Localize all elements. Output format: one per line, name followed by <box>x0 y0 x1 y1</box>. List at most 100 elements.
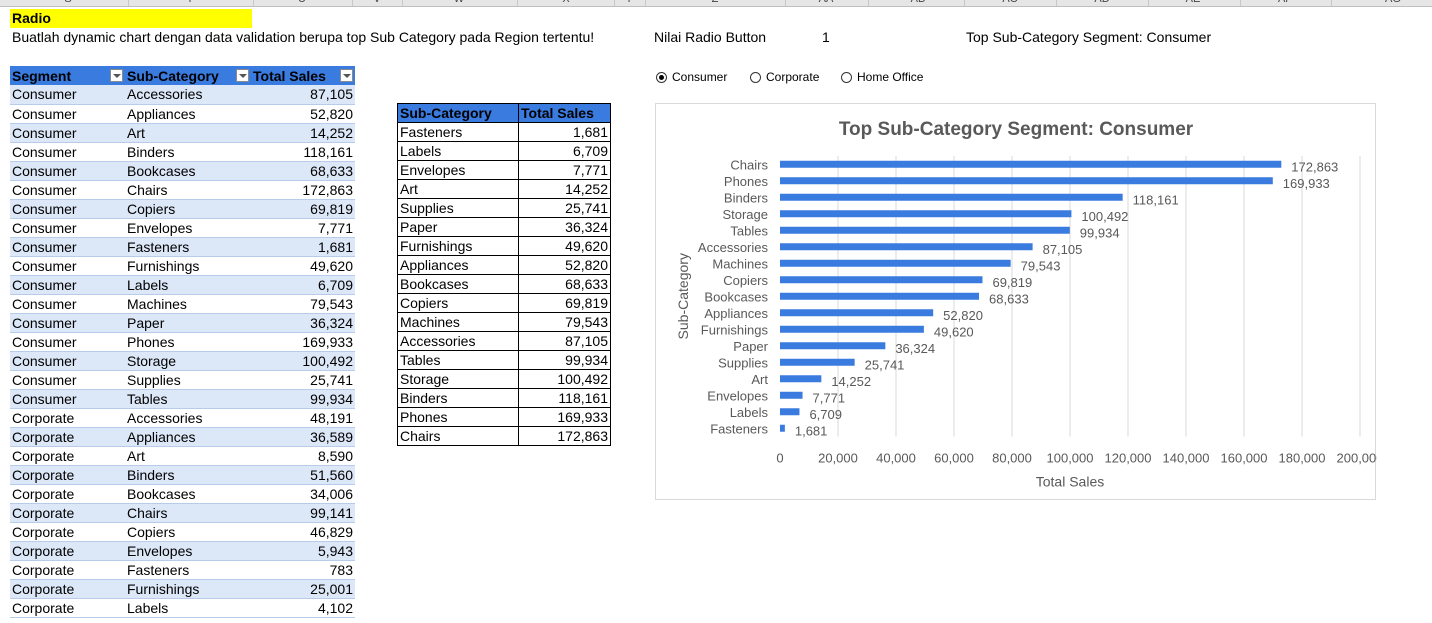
sub-category-cell[interactable]: Binders <box>125 465 251 485</box>
segment-cell[interactable]: Consumer <box>10 389 125 409</box>
total-sales-cell[interactable]: 48,191 <box>251 408 355 428</box>
total-sales-cell[interactable]: 100,492 <box>251 351 355 371</box>
segment-cell[interactable]: Consumer <box>10 332 125 352</box>
total-sales-cell[interactable]: 79,543 <box>518 312 611 332</box>
radio-corporate[interactable]: Corporate <box>750 69 819 85</box>
total-sales-cell[interactable]: 14,252 <box>518 179 611 199</box>
column-letter[interactable]: AG <box>1385 0 1401 5</box>
segment-cell[interactable]: Consumer <box>10 370 125 390</box>
segment-cell[interactable]: Consumer <box>10 123 125 143</box>
sub-category-cell[interactable]: Accessories <box>125 408 251 428</box>
total-sales-cell[interactable]: 49,620 <box>518 236 611 256</box>
segment-cell[interactable]: Consumer <box>10 104 125 124</box>
total-sales-cell[interactable]: 1,681 <box>518 122 611 142</box>
segment-cell[interactable]: Corporate <box>10 484 125 504</box>
sub-category-cell[interactable]: Paper <box>125 313 251 333</box>
total-sales-cell[interactable]: 25,001 <box>251 579 355 599</box>
total-sales-cell[interactable]: 6,709 <box>251 275 355 295</box>
sub-category-cell[interactable]: Machines <box>397 312 519 332</box>
total-sales-cell[interactable]: 52,820 <box>251 104 355 124</box>
sub-category-cell[interactable]: Copiers <box>125 199 251 219</box>
total-sales-cell[interactable]: 36,324 <box>518 217 611 237</box>
sub-category-cell[interactable]: Fasteners <box>125 237 251 257</box>
column-letter[interactable]: W <box>454 0 464 5</box>
total-sales-cell[interactable]: 99,141 <box>251 503 355 523</box>
total-sales-cell[interactable]: 783 <box>251 560 355 580</box>
total-sales-cell[interactable]: 6,709 <box>518 141 611 161</box>
segment-cell[interactable]: Corporate <box>10 503 125 523</box>
total-sales-cell[interactable]: 52,820 <box>518 255 611 275</box>
total-sales-cell[interactable]: 7,771 <box>518 160 611 180</box>
total-sales-cell[interactable]: 36,324 <box>251 313 355 333</box>
total-sales-cell[interactable]: 49,620 <box>251 256 355 276</box>
total-sales-cell[interactable]: 118,161 <box>518 388 611 408</box>
segment-cell[interactable]: Consumer <box>10 294 125 314</box>
sub-category-cell[interactable]: Art <box>125 446 251 466</box>
segment-cell[interactable]: Consumer <box>10 256 125 276</box>
segment-cell[interactable]: Consumer <box>10 313 125 333</box>
column-letter[interactable]: AA <box>819 0 834 5</box>
sub-category-cell[interactable]: Furnishings <box>397 236 519 256</box>
sub-category-cell[interactable]: Tables <box>397 350 519 370</box>
total-sales-cell[interactable]: 14,252 <box>251 123 355 143</box>
sub-category-cell[interactable]: Labels <box>125 275 251 295</box>
segment-cell[interactable]: Corporate <box>10 522 125 542</box>
column-letter[interactable]: AC <box>1002 0 1017 5</box>
radio-consumer[interactable]: Consumer <box>656 69 727 85</box>
sub-category-cell[interactable]: Accessories <box>397 331 519 351</box>
segment-cell[interactable]: Corporate <box>10 598 125 618</box>
column-letter[interactable]: S <box>64 0 71 5</box>
column-letter[interactable]: X <box>562 0 569 5</box>
total-sales-cell[interactable]: 7,771 <box>251 218 355 238</box>
sub-category-cell[interactable]: Phones <box>125 332 251 352</box>
segment-cell[interactable]: Consumer <box>10 180 125 200</box>
total-sales-cell[interactable]: 5,943 <box>251 541 355 561</box>
sub-category-cell[interactable]: Storage <box>125 351 251 371</box>
segment-cell[interactable]: Corporate <box>10 541 125 561</box>
total-sales-cell[interactable]: 172,863 <box>251 180 355 200</box>
sub-category-cell[interactable]: Supplies <box>397 198 519 218</box>
segment-cell[interactable]: Consumer <box>10 218 125 238</box>
total-sales-cell[interactable]: 36,589 <box>251 427 355 447</box>
sub-category-cell[interactable]: Copiers <box>125 522 251 542</box>
total-sales-cell[interactable]: 100,492 <box>518 369 611 389</box>
filter-dropdown-icon[interactable] <box>110 68 123 82</box>
total-sales-cell[interactable]: 79,543 <box>251 294 355 314</box>
segment-cell[interactable]: Corporate <box>10 560 125 580</box>
filter-dropdown-icon[interactable] <box>236 68 249 82</box>
total-sales-cell[interactable]: 99,934 <box>518 350 611 370</box>
total-sales-cell[interactable]: 99,934 <box>251 389 355 409</box>
total-sales-cell[interactable]: 1,681 <box>251 237 355 257</box>
sub-category-cell[interactable]: Binders <box>397 388 519 408</box>
total-sales-cell[interactable]: 68,633 <box>518 274 611 294</box>
sub-category-cell[interactable]: Paper <box>397 217 519 237</box>
sub-category-cell[interactable]: Binders <box>125 142 251 162</box>
total-sales-cell[interactable]: 25,741 <box>518 198 611 218</box>
sub-category-cell[interactable]: Chairs <box>125 503 251 523</box>
column-letter[interactable]: Z <box>712 0 719 5</box>
segment-cell[interactable]: Corporate <box>10 579 125 599</box>
total-sales-cell[interactable]: 172,863 <box>518 426 611 446</box>
sub-category-cell[interactable]: Storage <box>397 369 519 389</box>
filter-dropdown-icon[interactable] <box>340 68 353 82</box>
sub-category-cell[interactable]: Fasteners <box>125 560 251 580</box>
sub-category-cell[interactable]: Labels <box>397 141 519 161</box>
sub-category-cell[interactable]: Labels <box>125 598 251 618</box>
total-sales-cell[interactable]: 69,819 <box>518 293 611 313</box>
segment-cell[interactable]: Consumer <box>10 142 125 162</box>
sub-category-cell[interactable]: Envelopes <box>125 541 251 561</box>
sub-category-cell[interactable]: Tables <box>125 389 251 409</box>
segment-cell[interactable]: Consumer <box>10 85 125 105</box>
sub-category-cell[interactable]: Furnishings <box>125 256 251 276</box>
total-sales-cell[interactable]: 169,933 <box>251 332 355 352</box>
segment-cell[interactable]: Corporate <box>10 465 125 485</box>
column-letter[interactable]: T <box>187 0 194 5</box>
column-letter[interactable]: AF <box>1278 0 1292 5</box>
column-letter[interactable]: V <box>373 0 380 5</box>
total-sales-cell[interactable]: 25,741 <box>251 370 355 390</box>
radio-home-office[interactable]: Home Office <box>841 69 923 85</box>
sub-category-cell[interactable]: Bookcases <box>397 274 519 294</box>
sub-category-cell[interactable]: Fasteners <box>397 122 519 142</box>
segment-cell[interactable]: Consumer <box>10 161 125 181</box>
bar-chart[interactable]: 0 20,000 40,000 60,000 80,000 100,000 120,000 1… <box>655 103 1377 500</box>
